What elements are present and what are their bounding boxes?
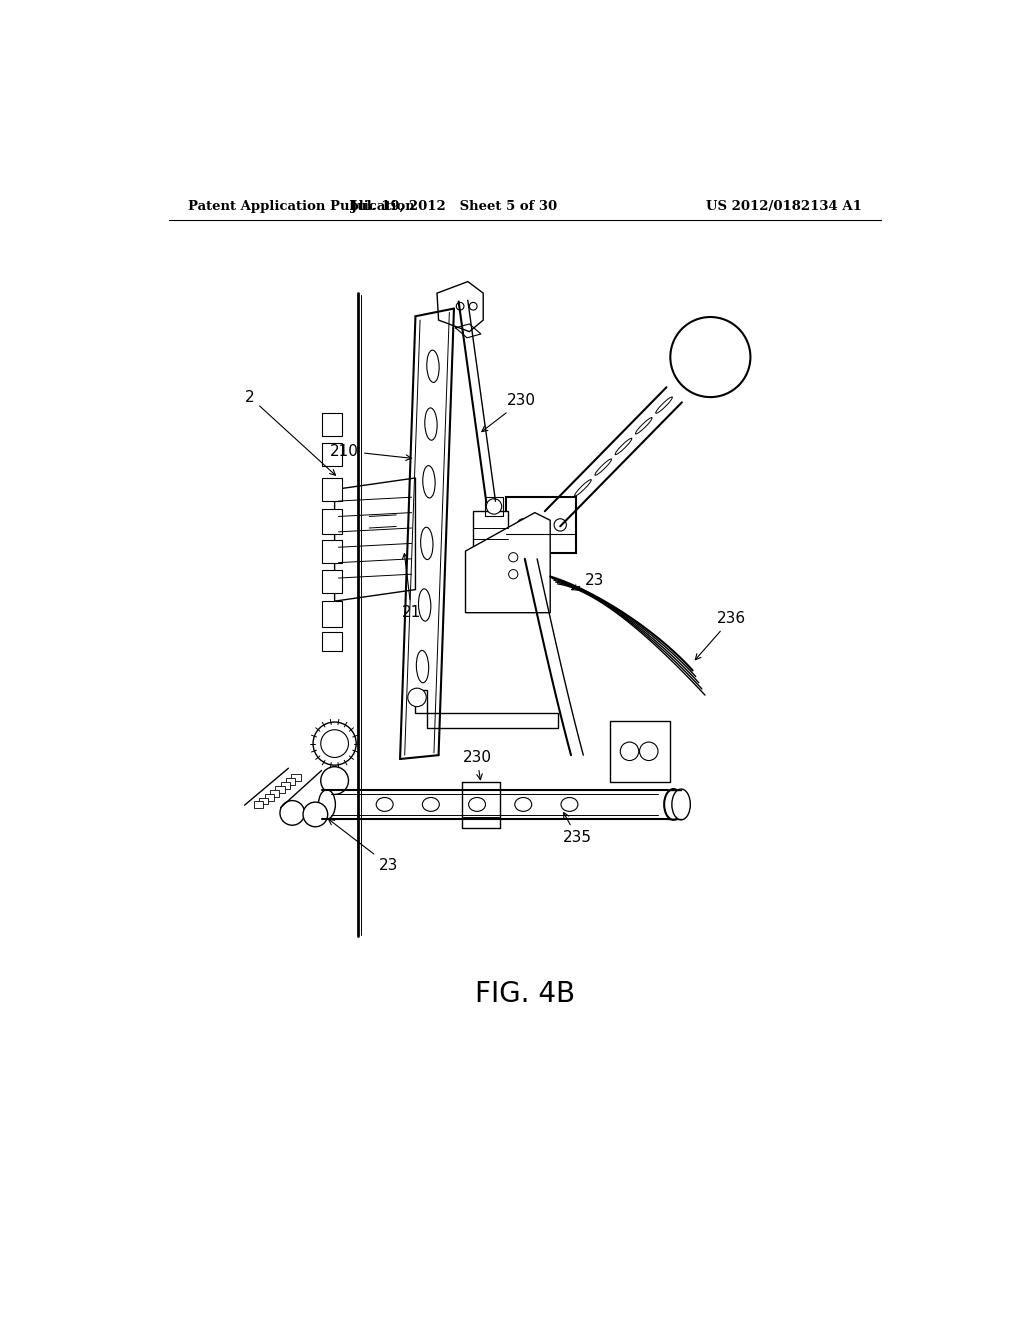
Circle shape bbox=[517, 519, 529, 531]
Polygon shape bbox=[322, 478, 342, 502]
Ellipse shape bbox=[318, 789, 336, 818]
Polygon shape bbox=[473, 511, 508, 552]
Text: 23: 23 bbox=[329, 820, 398, 873]
Text: Jul. 19, 2012   Sheet 5 of 30: Jul. 19, 2012 Sheet 5 of 30 bbox=[351, 199, 557, 213]
Polygon shape bbox=[322, 540, 342, 562]
Polygon shape bbox=[609, 721, 670, 781]
Ellipse shape bbox=[672, 789, 690, 820]
Circle shape bbox=[621, 742, 639, 760]
Text: 21: 21 bbox=[402, 553, 421, 620]
Polygon shape bbox=[254, 801, 263, 808]
Polygon shape bbox=[322, 570, 342, 594]
Circle shape bbox=[321, 767, 348, 795]
Circle shape bbox=[509, 553, 518, 562]
Polygon shape bbox=[437, 281, 483, 331]
Ellipse shape bbox=[376, 797, 393, 812]
Text: 210: 210 bbox=[330, 444, 412, 461]
Circle shape bbox=[321, 730, 348, 758]
Ellipse shape bbox=[423, 466, 435, 498]
Circle shape bbox=[554, 519, 566, 531]
Polygon shape bbox=[322, 444, 342, 466]
Ellipse shape bbox=[417, 651, 429, 682]
Polygon shape bbox=[412, 689, 558, 729]
Ellipse shape bbox=[427, 350, 439, 383]
Text: 2: 2 bbox=[245, 389, 336, 475]
Polygon shape bbox=[270, 789, 280, 797]
Ellipse shape bbox=[515, 797, 531, 812]
Ellipse shape bbox=[422, 797, 439, 812]
Ellipse shape bbox=[421, 527, 433, 560]
Polygon shape bbox=[322, 508, 342, 535]
Polygon shape bbox=[466, 512, 550, 612]
Circle shape bbox=[640, 742, 658, 760]
Text: 235: 235 bbox=[562, 813, 592, 845]
Ellipse shape bbox=[469, 797, 485, 812]
Text: 230: 230 bbox=[463, 750, 492, 780]
Circle shape bbox=[408, 688, 426, 706]
Text: Patent Application Publication: Patent Application Publication bbox=[188, 199, 415, 213]
Polygon shape bbox=[506, 498, 575, 553]
Text: 236: 236 bbox=[695, 611, 745, 660]
Circle shape bbox=[313, 722, 356, 766]
Ellipse shape bbox=[636, 417, 652, 434]
Ellipse shape bbox=[615, 438, 632, 454]
Polygon shape bbox=[292, 775, 301, 781]
Text: US 2012/0182134 A1: US 2012/0182134 A1 bbox=[707, 199, 862, 213]
Circle shape bbox=[671, 317, 751, 397]
Polygon shape bbox=[322, 601, 342, 627]
Text: FIG. 4B: FIG. 4B bbox=[475, 979, 574, 1008]
Polygon shape bbox=[322, 412, 342, 436]
Polygon shape bbox=[275, 785, 285, 793]
Polygon shape bbox=[259, 797, 268, 804]
Ellipse shape bbox=[561, 797, 578, 812]
Circle shape bbox=[303, 803, 328, 826]
Polygon shape bbox=[286, 779, 295, 785]
Ellipse shape bbox=[574, 479, 591, 496]
Circle shape bbox=[536, 519, 548, 531]
Polygon shape bbox=[264, 793, 273, 800]
Polygon shape bbox=[335, 478, 416, 601]
Circle shape bbox=[457, 302, 464, 310]
Ellipse shape bbox=[655, 397, 673, 413]
Polygon shape bbox=[322, 632, 342, 651]
Circle shape bbox=[280, 800, 304, 825]
Circle shape bbox=[486, 499, 502, 515]
Ellipse shape bbox=[595, 459, 611, 475]
Ellipse shape bbox=[419, 589, 431, 622]
Ellipse shape bbox=[665, 789, 683, 820]
Circle shape bbox=[509, 570, 518, 579]
Polygon shape bbox=[281, 781, 290, 789]
Ellipse shape bbox=[425, 408, 437, 440]
Text: 230: 230 bbox=[481, 393, 537, 432]
Ellipse shape bbox=[554, 500, 571, 516]
Circle shape bbox=[469, 302, 477, 310]
Text: 23: 23 bbox=[571, 573, 604, 590]
